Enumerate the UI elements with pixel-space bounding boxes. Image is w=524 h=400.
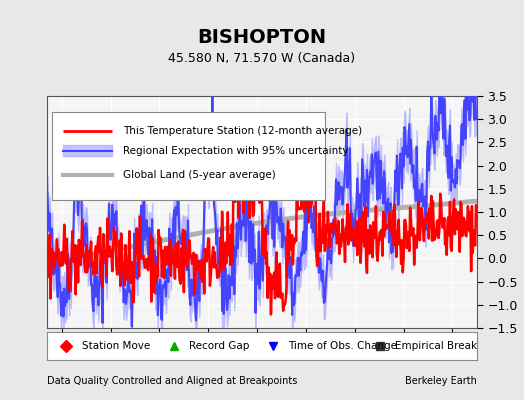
Text: Empirical Break: Empirical Break — [395, 341, 477, 351]
Text: Record Gap: Record Gap — [189, 341, 249, 351]
Text: BISHOPTON: BISHOPTON — [198, 28, 326, 47]
Text: Station Move: Station Move — [82, 341, 150, 351]
Text: 45.580 N, 71.570 W (Canada): 45.580 N, 71.570 W (Canada) — [168, 52, 356, 65]
Text: Global Land (5-year average): Global Land (5-year average) — [123, 170, 276, 180]
Text: This Temperature Station (12-month average): This Temperature Station (12-month avera… — [123, 126, 363, 136]
Text: Regional Expectation with 95% uncertainty: Regional Expectation with 95% uncertaint… — [123, 146, 349, 156]
Text: Time of Obs. Change: Time of Obs. Change — [288, 341, 397, 351]
Text: Berkeley Earth: Berkeley Earth — [405, 376, 477, 386]
Text: Data Quality Controlled and Aligned at Breakpoints: Data Quality Controlled and Aligned at B… — [47, 376, 298, 386]
